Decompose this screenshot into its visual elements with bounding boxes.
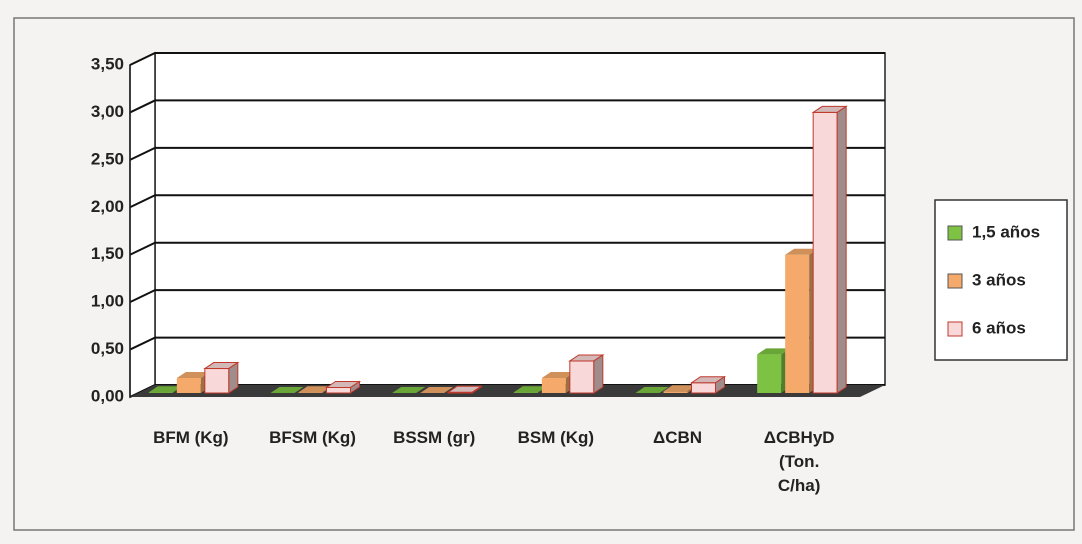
bar-front: [513, 392, 538, 393]
bar: [446, 385, 483, 394]
bar-top: [148, 386, 182, 393]
y-tick-label: 3,00: [91, 102, 124, 121]
legend-label: 3 años: [972, 270, 1026, 289]
bar-side: [350, 380, 360, 394]
side-wall: [129, 51, 156, 399]
bar-top: [785, 248, 819, 255]
bar-side: [715, 375, 725, 394]
x-tick-label: BSSM (gr): [393, 428, 476, 447]
chart-border: [13, 17, 1075, 531]
bar-top: [541, 372, 575, 379]
bar: [689, 375, 727, 394]
bar-side: [228, 361, 239, 394]
bar-side: [593, 354, 604, 394]
bar-side: [471, 385, 482, 394]
legend-swatch: [947, 273, 963, 289]
bar-top: [663, 385, 697, 392]
bar: [811, 105, 848, 394]
bar-front: [541, 378, 566, 393]
bar-top: [392, 387, 426, 393]
bar-front: [691, 382, 716, 394]
bar-front: [812, 111, 838, 394]
grid-line: [129, 146, 885, 161]
bar: [568, 354, 605, 394]
y-tick-label: 1,50: [91, 244, 124, 263]
x-tick-label: BFSM (Kg): [269, 428, 356, 447]
bar-top: [270, 387, 304, 393]
y-tick-label: 0,00: [91, 386, 124, 405]
bar-top: [420, 387, 454, 393]
bar-front: [298, 392, 323, 393]
bar-front: [204, 368, 230, 394]
grid-line: [129, 194, 885, 209]
bar-top: [298, 386, 332, 393]
legend-label: 6 años: [972, 318, 1026, 337]
bar-top: [176, 372, 210, 379]
bar-side: [836, 105, 847, 394]
y-tick-label: 3,50: [91, 54, 124, 73]
y-tick-label: 1,00: [91, 292, 124, 311]
grid-line: [129, 336, 885, 351]
y-tick-label: 2,50: [91, 149, 124, 168]
bar: [392, 387, 426, 393]
back-wall: [154, 52, 886, 386]
grid-line: [129, 289, 885, 304]
x-tick-label: BFM (Kg): [153, 428, 229, 447]
bar: [420, 387, 454, 393]
x-tick-label: ΔCBHyD (Ton. C/ha): [763, 428, 835, 495]
legend-swatch: [947, 225, 963, 241]
y-tick-label: 0,50: [91, 339, 124, 358]
bar-front: [663, 391, 688, 393]
bar-front: [148, 392, 173, 393]
bar-top: [757, 348, 791, 355]
bar-front: [326, 387, 351, 394]
grid-line: [129, 99, 885, 114]
grid-line: [129, 52, 885, 66]
bar: [635, 387, 669, 393]
bar-top: [635, 387, 669, 393]
bar: [203, 361, 240, 394]
bar-front: [176, 378, 201, 393]
legend-swatch: [947, 321, 963, 337]
grid-line: [129, 241, 885, 256]
bar-top: [513, 386, 547, 393]
bar: [270, 387, 304, 393]
bar: [324, 380, 362, 394]
x-tick-label: ΔCBN: [652, 428, 703, 447]
bar-front: [569, 360, 595, 394]
x-tick-label: BSM (Kg): [517, 428, 595, 447]
bar-front: [785, 254, 810, 393]
y-tick-label: 2,00: [91, 197, 124, 216]
bar-front: [757, 354, 782, 393]
legend-label: 1,5 años: [972, 222, 1040, 241]
